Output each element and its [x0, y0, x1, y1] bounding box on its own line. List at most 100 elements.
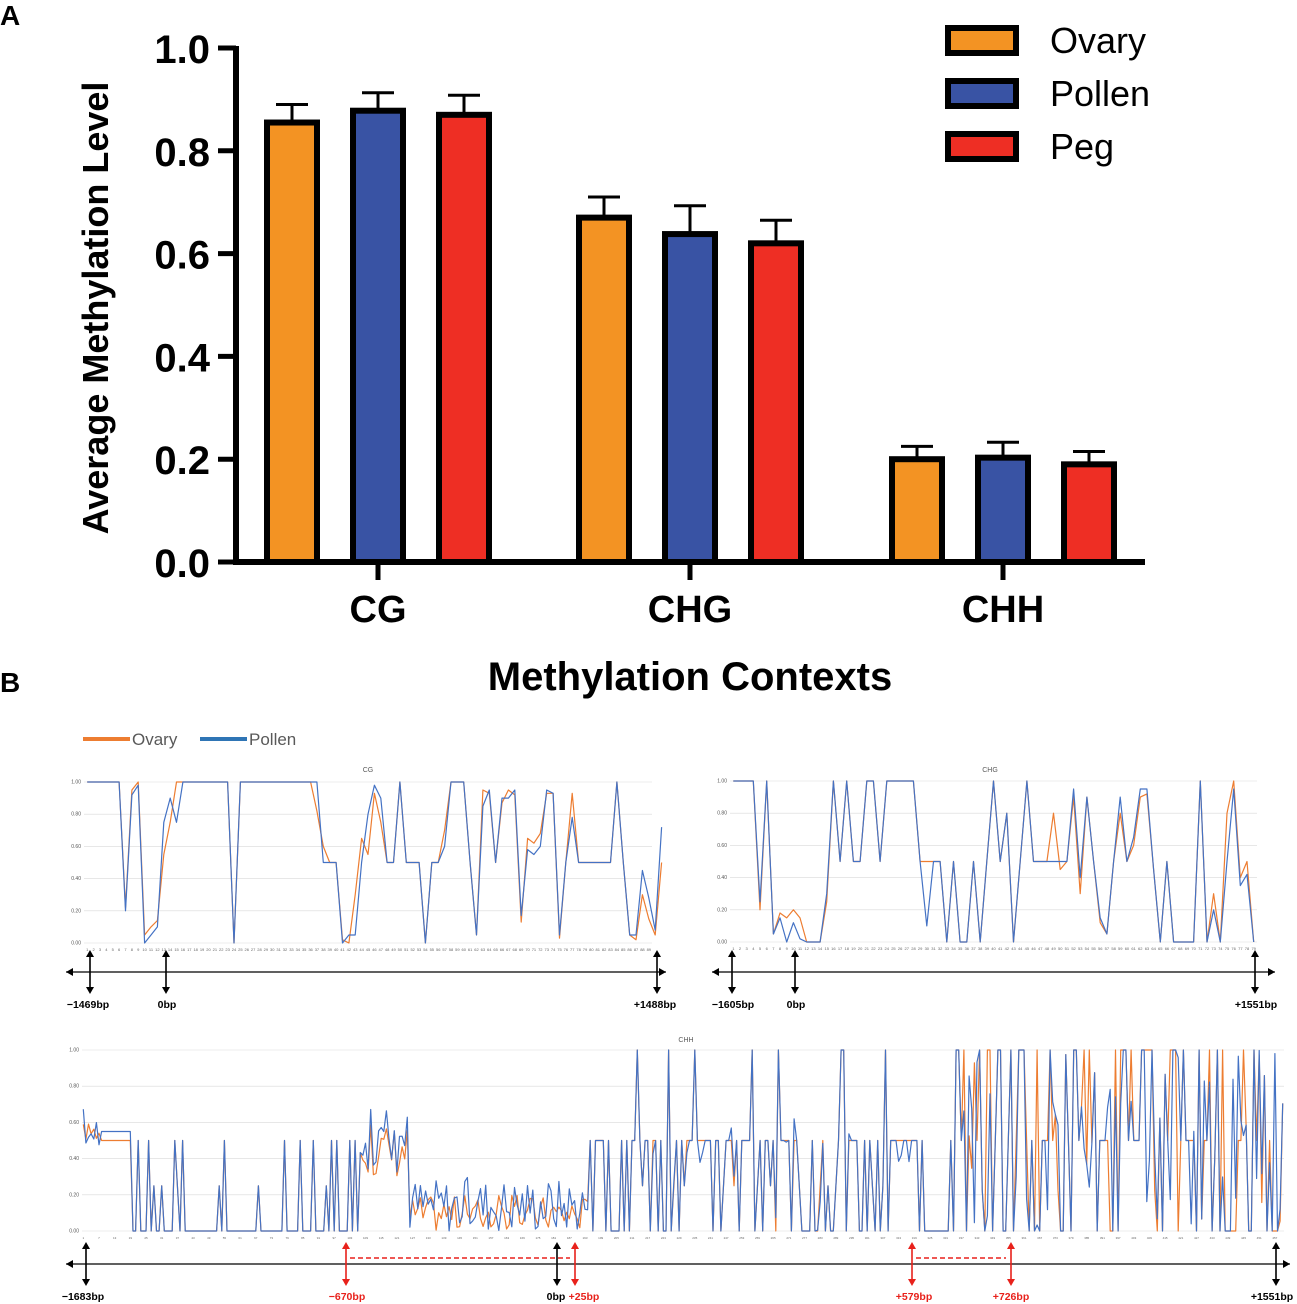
x-tick-label: 62 [1138, 946, 1143, 951]
x-tick-label: 7 [124, 947, 127, 952]
x-tick-label: 77 [1238, 946, 1243, 951]
ruler-label: 0bp [547, 1291, 566, 1303]
x-tick-label: 42 [347, 947, 352, 952]
ruler-marker-arrow-down [86, 987, 94, 994]
ruler-marker-arrow-down [553, 1279, 561, 1286]
x-tick-label: 235 [692, 1236, 697, 1240]
x-tick-label: 60 [1125, 946, 1130, 951]
ruler-marker-arrow-up [571, 1242, 579, 1249]
x-tick-label: 61 [238, 1236, 242, 1240]
bar-marks [264, 91, 1117, 566]
x-tick-label: 3 [99, 947, 102, 952]
x-tick-label: 409 [1147, 1236, 1152, 1240]
x-tick-label: 247 [724, 1236, 729, 1240]
x-tick-label: 10 [142, 947, 147, 952]
x-tick-label: 56 [1098, 946, 1103, 951]
x-tick-label: 433 [1210, 1236, 1215, 1240]
legend-label-peg: Peg [1050, 126, 1114, 167]
y-tick-label: 0.00 [69, 1229, 79, 1235]
x-tick-label: 39 [985, 946, 990, 951]
legend-swatch-peg [945, 131, 1019, 162]
x-tick-label: 37 [176, 1236, 180, 1240]
x-tick-label: 205 [614, 1236, 619, 1240]
ruler-arrow-right [1268, 968, 1275, 976]
x-tick-label: 241 [708, 1236, 713, 1240]
x-tick-label: 11 [149, 947, 154, 952]
x-tick-label: 61 [468, 947, 473, 952]
x-tick-label: 28 [911, 946, 916, 951]
bar-peg-chg [748, 240, 804, 565]
x-tick-label: 169 [520, 1236, 525, 1240]
x-tick-label: 86 [627, 947, 632, 952]
ruler-arrow-left [712, 968, 719, 976]
x-tick-label: 397 [1116, 1236, 1121, 1240]
ruler-marker-arrow-down [791, 987, 799, 994]
y-tick-label: 0.80 [69, 1084, 79, 1090]
x-tick-label: 10 [791, 946, 796, 951]
x-tick-label: 37 [315, 947, 320, 952]
x-tick-label: 229 [677, 1236, 682, 1240]
cg-line-chart: CG 0.000.200.400.600.801.001 2 3 4 5 6 7 8 9 10 11… [66, 767, 676, 1011]
x-tick-label: 84 [615, 947, 620, 952]
x-tick-label: 325 [927, 1236, 932, 1240]
x-tick-label: 25 [238, 947, 243, 952]
ruler-marker-arrow-up [162, 950, 170, 957]
x-tick-label: 1 [732, 946, 735, 951]
ruler-marker-arrow-down [82, 1279, 90, 1286]
x-tick-label: 79 [285, 1236, 289, 1240]
x-tick-label: 403 [1131, 1236, 1136, 1240]
x-tick-label: 1 [86, 947, 89, 952]
y-tick-label: 0.80 [71, 812, 81, 818]
x-tick-label: 69 [519, 947, 524, 952]
y-tick-label: 0.40 [717, 875, 727, 881]
x-tick-label: 13 [811, 946, 816, 951]
x-tick-label: 163 [504, 1236, 509, 1240]
x-tick-label: 43 [1011, 946, 1016, 951]
x-tick-label: 19 [200, 947, 205, 952]
ruler-label: +1488bp [634, 999, 676, 1011]
x-tick-label: 52 [410, 947, 415, 952]
x-tick-label: 51 [404, 947, 409, 952]
x-tick-label: 24 [885, 946, 890, 951]
x-tick-label: 63 [1145, 946, 1150, 951]
x-tick-label: 31 [160, 1236, 164, 1240]
x-tick-label: 157 [488, 1236, 493, 1240]
bar-chart: Average Methylation Level Methylation Co… [75, 20, 1150, 699]
x-tick-label: 7 [772, 946, 775, 951]
x-tick-label: 49 [391, 947, 396, 952]
x-tick-label: 76 [564, 947, 569, 952]
x-tick-label: 25 [144, 1236, 148, 1240]
ruler-label: 0bp [787, 999, 806, 1011]
bar-y-tick-label: 0.4 [154, 336, 210, 380]
ruler-marker-arrow-up [653, 950, 661, 957]
x-tick-label: 4 [752, 946, 755, 951]
x-tick-label: 21 [865, 946, 870, 951]
x-tick-label: 58 [449, 947, 454, 952]
x-tick-label: 38 [978, 946, 983, 951]
x-tick-label: 42 [1005, 946, 1010, 951]
bar-x-tick-label: CG [350, 589, 407, 631]
x-tick-label: 66 [500, 947, 505, 952]
ruler-label: −1469bp [67, 999, 109, 1011]
x-tick-label: 78 [576, 947, 581, 952]
x-tick-label: 31 [931, 946, 936, 951]
ruler-arrow-left [66, 1260, 73, 1268]
x-tick-label: 59 [1118, 946, 1123, 951]
x-tick-label: 60 [462, 947, 467, 952]
x-tick-label: 295 [849, 1236, 854, 1240]
x-tick-label: 71 [532, 947, 537, 952]
y-tick-label: 0.60 [69, 1120, 79, 1126]
x-tick-label: 44 [359, 947, 364, 952]
y-tick-label: 0.00 [717, 940, 727, 946]
x-tick-label: 13 [162, 947, 167, 952]
x-tick-label: 49 [207, 1236, 211, 1240]
x-tick-label: 3 [746, 946, 749, 951]
x-tick-label: 67 [506, 947, 511, 952]
y-tick-label: 1.00 [71, 780, 81, 786]
x-tick-label: 62 [474, 947, 479, 952]
ruler-marker-arrow-up [1272, 1242, 1280, 1249]
x-tick-label: 38 [321, 947, 326, 952]
x-tick-label: 15 [174, 947, 179, 952]
x-tick-label: 66 [1165, 946, 1170, 951]
x-tick-label: 23 [878, 946, 883, 951]
